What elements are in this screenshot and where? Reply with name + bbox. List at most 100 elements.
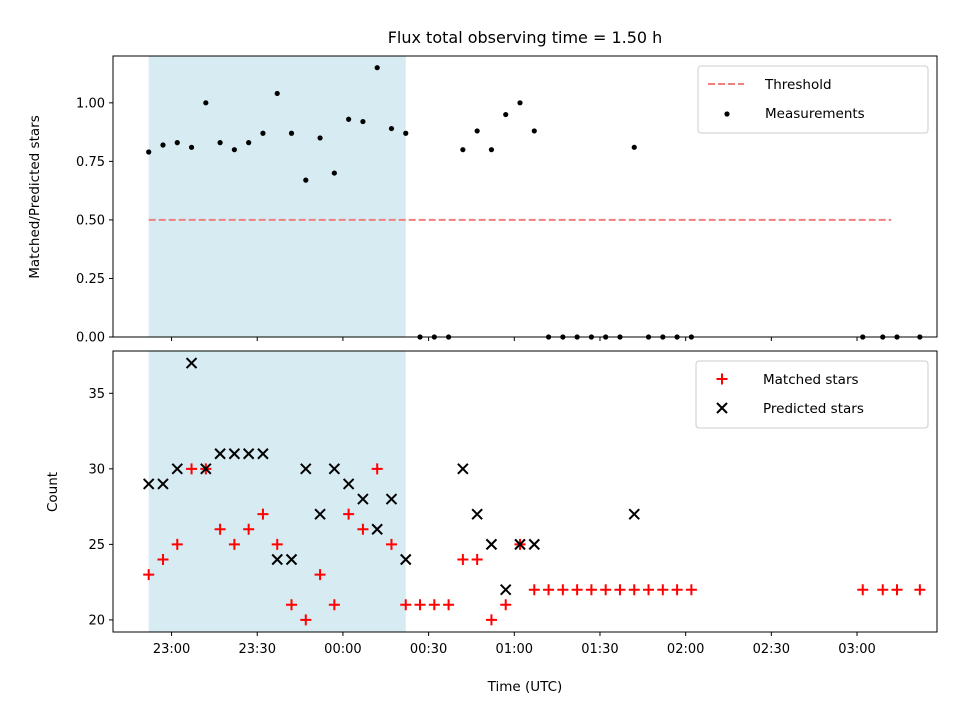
bottom-series-1-point-15	[357, 493, 369, 505]
bottom-axes-frame	[112, 350, 938, 633]
bottom-panel: 20 25 30 35 23:00 23:30 00:00 00:30 01:00 01:30 02…	[88, 350, 938, 657]
top-y-tick-label-3: 0.75	[76, 155, 105, 170]
bottom-x-tick-label-2: 00:00	[324, 642, 361, 657]
bottom-series-0-point-39	[857, 584, 869, 596]
bottom-y-tick-label-3: 35	[88, 387, 105, 402]
bottom-series-0-point-7	[243, 523, 255, 535]
bottom-series-0-point-12	[314, 569, 326, 581]
bottom-series-0-point-15	[357, 523, 369, 535]
bottom-series-1-point-17	[385, 493, 398, 505]
bottom-series-0-point-8	[257, 508, 269, 520]
bottom-series-0-point-27	[528, 584, 540, 596]
top-y-tick-label-1: 0.25	[76, 272, 105, 287]
top-series-1-point-5	[217, 140, 223, 146]
bottom-series-0-point-31	[585, 584, 597, 596]
bottom-series-0-point-17	[385, 538, 397, 550]
bottom-series-1-point-25	[628, 508, 640, 520]
bottom-series-1-point-11	[300, 463, 312, 475]
bottom-x-tick-label-3: 00:30	[410, 642, 447, 657]
bottom-series-0-point-37	[671, 584, 683, 596]
bottom-series-0-point-42	[914, 584, 926, 596]
bottom-series-1-point-9	[271, 553, 283, 566]
top-series-1-point-1	[160, 142, 166, 148]
bottom-series-1-point-19	[457, 463, 469, 475]
top-series-1-point-6	[231, 147, 237, 153]
top-series-1-point-15	[360, 118, 366, 125]
top-series-1-point-13	[331, 170, 337, 176]
top-y-tick-label-2: 0.50	[76, 213, 105, 228]
top-series-1-point-2	[174, 140, 180, 146]
top-series-1-point-23	[474, 128, 480, 134]
bottom-series-0-point-1	[157, 553, 169, 565]
top-series-1-point-17	[388, 125, 395, 132]
bottom-series-0-point-20	[428, 599, 440, 611]
bottom-series-1-point-7	[242, 448, 255, 460]
top-series-1-point-12	[317, 135, 323, 141]
bottom-series-0-point-21	[443, 599, 455, 611]
top-series-1-point-8	[260, 130, 266, 136]
bottom-y-tick-label-2: 30	[88, 462, 105, 477]
bottom-x-tick-label-6: 02:00	[667, 642, 704, 657]
bottom-y-axis-label: Count	[45, 472, 61, 512]
bottom-series-1-point-18	[400, 553, 412, 566]
top-legend-item-1-swatch	[724, 111, 730, 117]
bottom-legend-item-0-swatch	[716, 373, 728, 385]
bottom-series-0-point-34	[628, 584, 640, 596]
top-series-1-point-9	[274, 90, 280, 97]
bottom-series-1-point-6	[228, 448, 241, 460]
bottom-series-0-point-10	[286, 599, 298, 611]
top-series-1-point-26	[517, 100, 523, 106]
top-series-1-point-14	[346, 116, 352, 122]
bottom-series-1-point-24	[528, 538, 540, 551]
top-series-1-point-11	[303, 177, 309, 183]
bottom-series-1-point-10	[285, 553, 298, 566]
bottom-series-1-point-0	[142, 478, 155, 490]
bottom-series-0-point-11	[300, 614, 312, 626]
top-y-tick-label-4: 1.00	[76, 96, 105, 111]
bottom-legend-item-1-label: Predicted stars	[763, 401, 864, 417]
bottom-series-1-point-13	[328, 463, 341, 475]
bottom-series-0-point-22	[457, 553, 469, 565]
bottom-series-0-point-38	[685, 584, 697, 596]
chart-title: Flux total observing time = 1.50 h	[388, 28, 663, 47]
bottom-series-1-point-23	[514, 538, 526, 551]
bottom-series-0-point-23	[471, 553, 483, 565]
bottom-series-1-point-16	[371, 523, 383, 535]
bottom-x-tick-label-1: 23:30	[239, 642, 276, 657]
top-series-1-point-10	[288, 130, 295, 136]
top-series-1-point-34	[631, 144, 637, 150]
bottom-series-1-point-14	[342, 478, 355, 490]
bottom-shaded-region	[148, 351, 406, 632]
top-series-1-point-24	[488, 147, 495, 153]
bottom-series-1-point-20	[471, 508, 483, 520]
bottom-series-0-point-28	[543, 584, 555, 596]
bottom-series-0-point-32	[600, 584, 612, 596]
top-y-axis-label: Matched/Predicted stars	[27, 115, 43, 278]
bottom-x-tick-label-4: 01:00	[496, 642, 533, 657]
bottom-series-1-point-12	[314, 508, 326, 520]
bottom-series-1-point-4	[200, 463, 212, 475]
bottom-series-0-point-24	[485, 614, 497, 626]
bottom-y-tick-label-0: 20	[88, 613, 105, 628]
bottom-series-1-point-2	[171, 463, 183, 475]
top-series-1-point-25	[503, 111, 509, 118]
bottom-series-0-point-0	[143, 569, 155, 581]
top-series-1-point-16	[374, 65, 380, 71]
bottom-series-0-point-18	[400, 599, 412, 611]
bottom-series-0-point-2	[171, 538, 183, 550]
bottom-series-1-point-22	[500, 583, 512, 596]
top-series-1-point-0	[146, 149, 152, 155]
bottom-series-0-point-33	[614, 584, 626, 596]
top-series-1-point-18	[403, 130, 409, 136]
bottom-series-1-point-1	[157, 478, 169, 490]
bottom-y-tick-label-1: 25	[88, 538, 105, 553]
bottom-series-0-point-40	[877, 584, 889, 596]
top-legend-item-0-label: Threshold	[764, 77, 832, 93]
bottom-legend-box	[695, 360, 929, 429]
bottom-legend-item-1-swatch	[716, 402, 728, 414]
top-series-1-point-4	[203, 100, 209, 106]
bottom-series-0-point-30	[571, 584, 583, 596]
bottom-x-tick-label-7: 02:30	[753, 642, 790, 657]
bottom-series-0-point-13	[328, 599, 340, 611]
bottom-series-1-point-21	[485, 538, 498, 551]
